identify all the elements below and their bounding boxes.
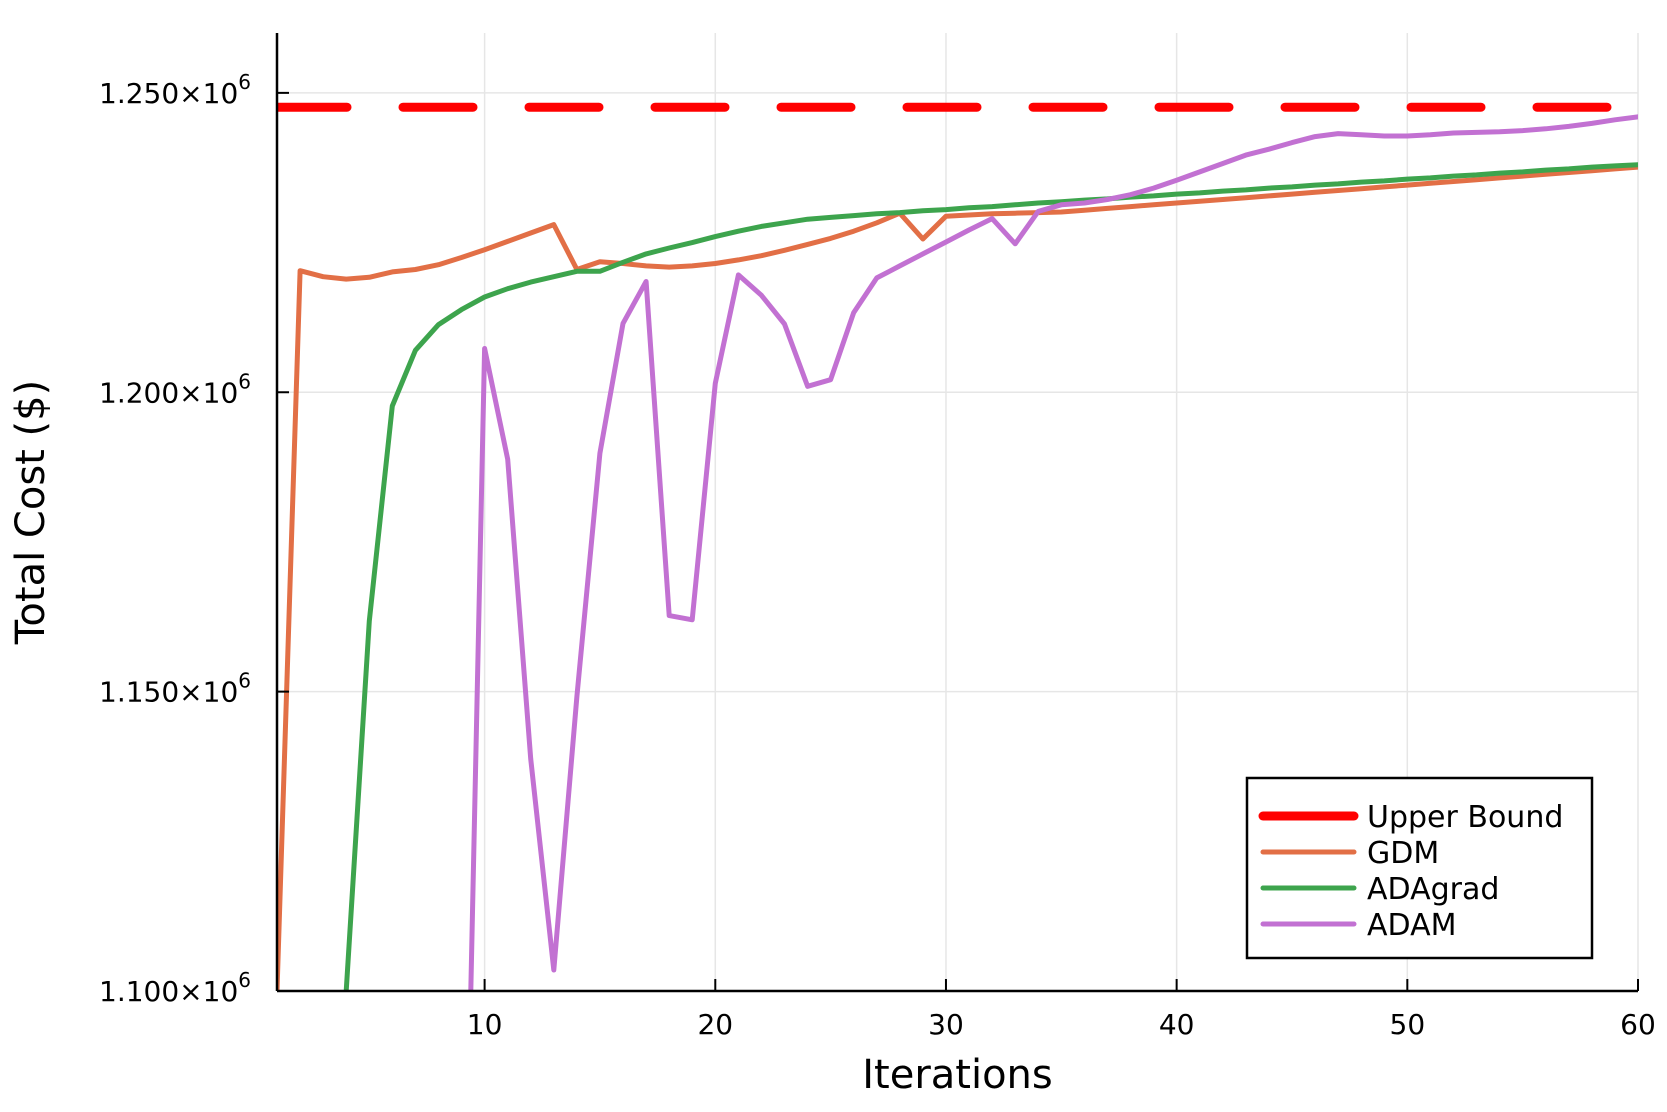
tick-labels: 10 20 30 40 50 60 1.100×106 1.150×106 1.200×106 1… xyxy=(99,70,1656,1041)
x-axis-label: Iterations xyxy=(862,1052,1053,1098)
y-tick-label: 1.200×106 xyxy=(99,369,251,409)
series-line-adam xyxy=(468,114,1638,991)
legend-box xyxy=(1245,776,1594,960)
series-line-adagrad xyxy=(343,162,1638,991)
legend-label-gdm: GDM xyxy=(1367,836,1439,871)
series-layer xyxy=(277,102,1638,991)
x-tick-label: 50 xyxy=(1390,1008,1426,1041)
x-tick-label: 60 xyxy=(1620,1008,1656,1041)
x-tick-label: 40 xyxy=(1159,1008,1195,1041)
x-tick-label: 30 xyxy=(928,1008,964,1041)
series-line-gdm xyxy=(277,164,1638,991)
legend-label-adam: ADAM xyxy=(1367,908,1457,943)
y-tick-label: 1.150×106 xyxy=(99,669,251,709)
y-axis-label: Total Cost ($) xyxy=(8,380,54,645)
legend-label-upper-bound: Upper Bound xyxy=(1367,800,1563,835)
x-tick-label: 10 xyxy=(467,1008,503,1041)
axes xyxy=(275,33,1639,993)
y-tick-label: 1.100×106 xyxy=(99,968,251,1008)
y-tick-label: 1.250×106 xyxy=(99,70,251,110)
legend-label-adagrad: ADAgrad xyxy=(1367,872,1499,907)
x-tick-label: 20 xyxy=(697,1008,733,1041)
